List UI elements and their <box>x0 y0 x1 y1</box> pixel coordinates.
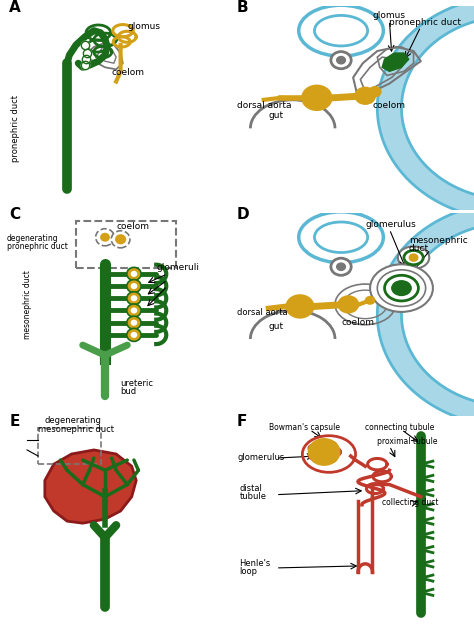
Ellipse shape <box>370 264 433 312</box>
Ellipse shape <box>404 250 423 265</box>
Circle shape <box>316 439 327 448</box>
Circle shape <box>365 296 375 305</box>
Circle shape <box>331 448 342 456</box>
Circle shape <box>331 448 342 456</box>
Circle shape <box>331 258 351 275</box>
Circle shape <box>131 332 137 338</box>
Text: pronephric duct: pronephric duct <box>11 95 20 162</box>
Circle shape <box>111 231 130 248</box>
Text: glomerulus: glomerulus <box>237 453 284 462</box>
Circle shape <box>309 439 340 465</box>
Circle shape <box>301 85 333 111</box>
Text: C: C <box>9 207 20 222</box>
Text: pronephric duct: pronephric duct <box>7 242 68 252</box>
Text: B: B <box>237 1 249 16</box>
Text: degenerating: degenerating <box>7 234 59 244</box>
Text: F: F <box>237 414 247 429</box>
Circle shape <box>127 316 141 329</box>
Ellipse shape <box>384 275 419 301</box>
Circle shape <box>368 86 382 98</box>
Polygon shape <box>377 0 474 218</box>
Polygon shape <box>45 450 136 523</box>
Text: glomus: glomus <box>373 11 405 21</box>
Text: dorsal aorta: dorsal aorta <box>237 101 292 110</box>
Circle shape <box>355 86 376 105</box>
Circle shape <box>131 320 137 326</box>
Circle shape <box>127 329 141 341</box>
Circle shape <box>131 295 137 301</box>
Ellipse shape <box>392 281 411 295</box>
Text: coelom: coelom <box>112 68 145 78</box>
Polygon shape <box>382 53 409 71</box>
Text: mesonephric duct: mesonephric duct <box>23 270 32 339</box>
Circle shape <box>326 454 337 463</box>
Text: bud: bud <box>120 387 137 396</box>
Circle shape <box>131 283 137 289</box>
Polygon shape <box>377 204 474 425</box>
Text: coelom: coelom <box>341 318 374 327</box>
Text: E: E <box>9 414 19 429</box>
Circle shape <box>308 444 319 453</box>
Text: degenerating: degenerating <box>45 416 102 426</box>
Text: glomeruli: glomeruli <box>156 263 199 272</box>
Circle shape <box>127 292 141 305</box>
Text: dorsal aorta: dorsal aorta <box>237 307 288 317</box>
Circle shape <box>131 271 137 277</box>
Text: connecting tubule: connecting tubule <box>365 423 435 431</box>
Circle shape <box>127 280 141 292</box>
Ellipse shape <box>377 270 426 306</box>
Text: coelom: coelom <box>373 101 405 110</box>
Text: gut: gut <box>268 111 283 120</box>
Circle shape <box>96 228 114 246</box>
Ellipse shape <box>314 222 368 252</box>
Ellipse shape <box>314 16 368 46</box>
Ellipse shape <box>398 247 429 269</box>
Circle shape <box>285 294 314 319</box>
Text: Henle's: Henle's <box>239 559 271 568</box>
Text: distal: distal <box>239 484 263 493</box>
Text: Bowman's capsule: Bowman's capsule <box>268 423 339 431</box>
Circle shape <box>100 233 110 242</box>
Circle shape <box>337 295 359 314</box>
Circle shape <box>326 441 337 450</box>
Text: duct: duct <box>409 245 429 254</box>
Text: mesonephric duct: mesonephric duct <box>38 424 114 434</box>
Text: A: A <box>9 1 21 16</box>
Ellipse shape <box>410 254 418 261</box>
Text: D: D <box>237 207 250 222</box>
Text: proximal tubule: proximal tubule <box>377 437 438 446</box>
Circle shape <box>115 234 126 244</box>
Ellipse shape <box>299 212 383 263</box>
Text: gut: gut <box>268 322 283 331</box>
Text: coelom: coelom <box>116 222 149 231</box>
Text: collecting duct: collecting duct <box>382 498 438 507</box>
Ellipse shape <box>299 5 383 56</box>
Circle shape <box>308 451 319 460</box>
Circle shape <box>337 56 346 64</box>
Circle shape <box>127 304 141 317</box>
Circle shape <box>337 263 346 270</box>
Text: glomerulus: glomerulus <box>365 220 416 229</box>
Text: mesonephric: mesonephric <box>409 237 467 245</box>
Text: loop: loop <box>239 567 257 576</box>
Circle shape <box>131 307 137 314</box>
Circle shape <box>316 456 327 464</box>
Text: glomus: glomus <box>127 22 160 31</box>
Text: pronephric duct: pronephric duct <box>390 18 461 26</box>
Text: ureteric: ureteric <box>120 379 154 387</box>
Circle shape <box>127 267 141 280</box>
Text: tubule: tubule <box>239 492 266 501</box>
Circle shape <box>331 51 351 69</box>
